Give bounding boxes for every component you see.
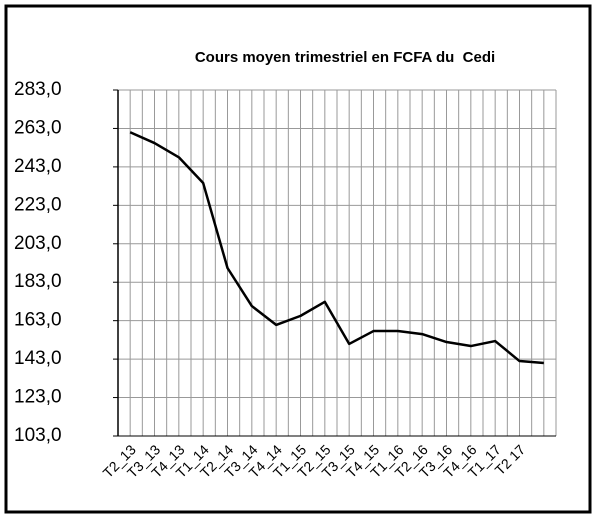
y-tick-label: 283,0 <box>14 79 62 100</box>
y-tick-label: 223,0 <box>14 194 62 215</box>
chart-title: Cours moyen trimestriel en FCFA du Cedi <box>195 49 495 66</box>
y-tick-label: 243,0 <box>14 156 62 177</box>
y-tick-label: 183,0 <box>14 271 62 292</box>
line-series <box>129 131 544 365</box>
y-tick-label: 163,0 <box>14 310 62 331</box>
y-tick-label: 123,0 <box>14 387 62 408</box>
y-tick-label: 263,0 <box>14 117 62 138</box>
y-tick-label: 103,0 <box>14 425 62 446</box>
y-tick-label: 143,0 <box>14 348 62 369</box>
y-tick-label: 203,0 <box>14 233 62 254</box>
